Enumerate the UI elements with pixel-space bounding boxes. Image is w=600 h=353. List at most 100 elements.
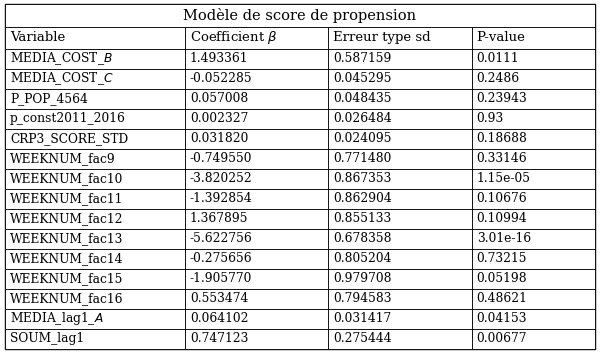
Text: 0.04153: 0.04153 bbox=[476, 312, 527, 325]
Bar bbox=[328, 89, 472, 109]
Bar bbox=[328, 249, 472, 269]
Text: 0.057008: 0.057008 bbox=[190, 92, 248, 105]
Bar bbox=[185, 69, 328, 89]
Text: WEEKNUM_fac12: WEEKNUM_fac12 bbox=[10, 213, 124, 225]
Text: 0.23943: 0.23943 bbox=[476, 92, 527, 105]
Text: 0.553474: 0.553474 bbox=[190, 292, 248, 305]
Bar bbox=[185, 49, 328, 69]
Text: 0.048435: 0.048435 bbox=[334, 92, 392, 105]
Bar bbox=[5, 229, 185, 249]
Bar bbox=[5, 269, 185, 289]
Text: 0.747123: 0.747123 bbox=[190, 333, 248, 346]
Text: -1.905770: -1.905770 bbox=[190, 273, 253, 286]
Text: 0.855133: 0.855133 bbox=[334, 213, 392, 225]
Text: 0.002327: 0.002327 bbox=[190, 112, 248, 125]
Bar bbox=[328, 189, 472, 209]
Bar bbox=[185, 129, 328, 149]
Text: WEEKNUM_fac15: WEEKNUM_fac15 bbox=[10, 273, 124, 286]
Text: 0.794583: 0.794583 bbox=[334, 292, 392, 305]
Bar bbox=[472, 89, 595, 109]
Text: Modèle de score de propension: Modèle de score de propension bbox=[184, 8, 416, 23]
Text: 0.031820: 0.031820 bbox=[190, 132, 248, 145]
Text: 0.0111: 0.0111 bbox=[476, 52, 520, 65]
Bar bbox=[472, 309, 595, 329]
Bar bbox=[5, 4, 595, 27]
Bar bbox=[5, 129, 185, 149]
Text: Coefficient $\beta$: Coefficient $\beta$ bbox=[190, 30, 278, 47]
Text: 0.05198: 0.05198 bbox=[476, 273, 527, 286]
Text: SOUM_lag1: SOUM_lag1 bbox=[10, 333, 84, 346]
Bar bbox=[472, 229, 595, 249]
Bar bbox=[472, 289, 595, 309]
Text: P-value: P-value bbox=[476, 31, 526, 44]
Bar bbox=[328, 169, 472, 189]
Bar bbox=[185, 229, 328, 249]
Bar bbox=[328, 49, 472, 69]
Text: 0.979708: 0.979708 bbox=[334, 273, 392, 286]
Text: WEEKNUM_fac10: WEEKNUM_fac10 bbox=[10, 172, 124, 185]
Bar bbox=[472, 27, 595, 49]
Bar bbox=[185, 189, 328, 209]
Text: 0.10676: 0.10676 bbox=[476, 192, 527, 205]
Text: CRP3_SCORE_STD: CRP3_SCORE_STD bbox=[10, 132, 128, 145]
Bar bbox=[328, 329, 472, 349]
Text: 0.867353: 0.867353 bbox=[334, 172, 392, 185]
Bar bbox=[5, 89, 185, 109]
Bar bbox=[328, 309, 472, 329]
Bar bbox=[185, 27, 328, 49]
Bar bbox=[472, 129, 595, 149]
Text: -0.275656: -0.275656 bbox=[190, 252, 253, 265]
Text: p_const2011_2016: p_const2011_2016 bbox=[10, 112, 126, 125]
Text: 1.367895: 1.367895 bbox=[190, 213, 248, 225]
Bar bbox=[185, 249, 328, 269]
Text: 0.026484: 0.026484 bbox=[334, 112, 392, 125]
Bar bbox=[5, 309, 185, 329]
Text: 1.15e-05: 1.15e-05 bbox=[476, 172, 530, 185]
Text: -0.052285: -0.052285 bbox=[190, 72, 253, 85]
Text: MEDIA_COST_$\mathit{B}$: MEDIA_COST_$\mathit{B}$ bbox=[10, 50, 113, 67]
Bar bbox=[472, 109, 595, 129]
Bar bbox=[472, 189, 595, 209]
Bar bbox=[472, 169, 595, 189]
Text: 0.862904: 0.862904 bbox=[334, 192, 392, 205]
Bar bbox=[328, 129, 472, 149]
Bar bbox=[328, 209, 472, 229]
Text: 0.045295: 0.045295 bbox=[334, 72, 392, 85]
Text: 0.93: 0.93 bbox=[476, 112, 504, 125]
Text: 0.2486: 0.2486 bbox=[476, 72, 520, 85]
Bar bbox=[5, 149, 185, 169]
Text: MEDIA_lag1_$\mathit{A}$: MEDIA_lag1_$\mathit{A}$ bbox=[10, 311, 104, 328]
Bar bbox=[185, 329, 328, 349]
Text: 0.73215: 0.73215 bbox=[476, 252, 527, 265]
Text: -1.392854: -1.392854 bbox=[190, 192, 253, 205]
Bar bbox=[328, 27, 472, 49]
Bar bbox=[472, 149, 595, 169]
Text: 0.10994: 0.10994 bbox=[476, 213, 527, 225]
Text: 0.18688: 0.18688 bbox=[476, 132, 527, 145]
Text: 0.024095: 0.024095 bbox=[334, 132, 392, 145]
Bar bbox=[185, 269, 328, 289]
Bar bbox=[472, 49, 595, 69]
Bar bbox=[472, 269, 595, 289]
Bar bbox=[5, 27, 185, 49]
Text: 0.031417: 0.031417 bbox=[334, 312, 392, 325]
Bar bbox=[328, 229, 472, 249]
Bar bbox=[5, 249, 185, 269]
Bar bbox=[328, 69, 472, 89]
Text: P_POP_4564: P_POP_4564 bbox=[10, 92, 88, 105]
Bar bbox=[5, 109, 185, 129]
Bar bbox=[5, 169, 185, 189]
Text: WEEKNUM_fac9: WEEKNUM_fac9 bbox=[10, 152, 116, 165]
Bar bbox=[5, 209, 185, 229]
Text: 0.00677: 0.00677 bbox=[476, 333, 527, 346]
Bar bbox=[185, 149, 328, 169]
Text: 0.771480: 0.771480 bbox=[334, 152, 392, 165]
Bar bbox=[328, 289, 472, 309]
Text: WEEKNUM_fac13: WEEKNUM_fac13 bbox=[10, 232, 124, 245]
Bar bbox=[185, 169, 328, 189]
Bar bbox=[472, 329, 595, 349]
Text: 3.01e-16: 3.01e-16 bbox=[476, 232, 531, 245]
Bar bbox=[185, 289, 328, 309]
Text: 0.275444: 0.275444 bbox=[334, 333, 392, 346]
Bar bbox=[472, 209, 595, 229]
